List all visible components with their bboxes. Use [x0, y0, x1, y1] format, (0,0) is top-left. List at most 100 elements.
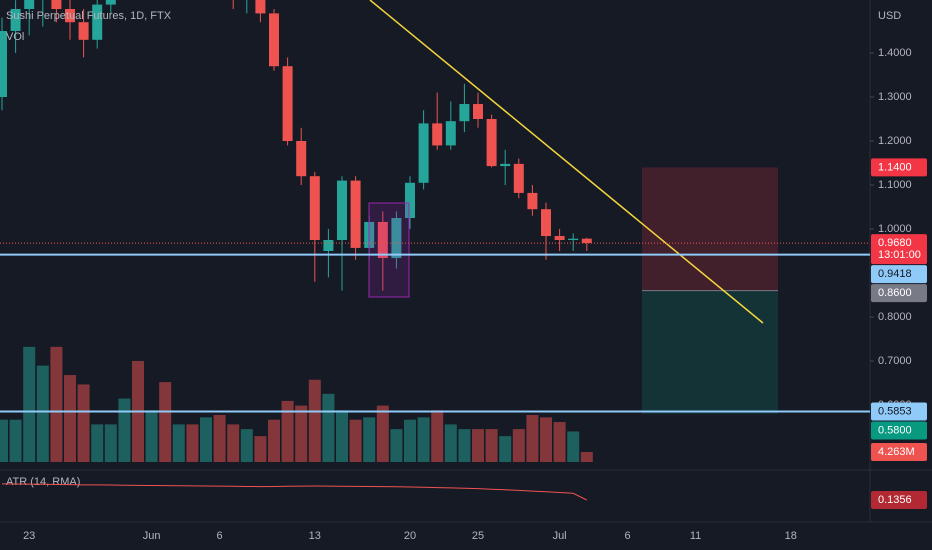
- volume-bar: [213, 415, 226, 462]
- volume-bar: [308, 379, 321, 462]
- volume-bar: [36, 365, 49, 462]
- volume-bar: [512, 429, 525, 462]
- candle-body: [445, 121, 456, 146]
- atr-label[interactable]: ATR (14, RMA): [6, 476, 80, 488]
- atr-tag: 0.1356: [878, 494, 912, 506]
- candle-body: [459, 104, 470, 122]
- price-tag: 0.5800: [878, 424, 912, 436]
- price-tick-label: 1.3000: [878, 91, 912, 103]
- time-label: Jul: [553, 530, 567, 542]
- volume-bar: [159, 382, 172, 462]
- currency: USD: [878, 10, 901, 22]
- trend-line[interactable]: [369, 0, 764, 324]
- candle-body: [323, 240, 334, 251]
- price-tag: 0.9680: [878, 237, 912, 249]
- volume-tag-bg: [871, 442, 927, 461]
- candle-body: [581, 238, 592, 244]
- price-tick-label: 1.4000: [878, 47, 912, 59]
- volume-bar: [268, 419, 280, 462]
- volume-bar: [499, 436, 512, 462]
- candle-body: [92, 4, 103, 40]
- price-tick-label: 1.2000: [878, 135, 912, 147]
- price-tag-bg: [871, 158, 927, 177]
- volume-bar: [567, 431, 580, 462]
- volume-bar: [376, 405, 389, 462]
- candle-body: [337, 180, 347, 240]
- volume-bar: [295, 405, 308, 462]
- volume-bar: [0, 419, 8, 462]
- candle-body: [296, 141, 307, 177]
- candle-body: [78, 22, 89, 40]
- candle-body: [500, 163, 511, 167]
- candle-body: [377, 221, 388, 259]
- atr-line: [1, 483, 588, 501]
- volume-bar: [580, 451, 593, 462]
- candle-body: [105, 0, 116, 5]
- price-tick-label: 1.1000: [878, 179, 912, 191]
- volume-bar: [9, 419, 22, 462]
- candle-body: [568, 238, 579, 240]
- time-label: 13: [309, 530, 321, 542]
- volume-bar: [390, 429, 403, 462]
- candle-body: [418, 123, 429, 183]
- countdown: 13:01:00: [878, 249, 921, 261]
- price-tag-bg: [871, 421, 927, 440]
- time-label: 6: [625, 530, 631, 542]
- candle-body: [391, 218, 402, 259]
- volume-bar: [349, 419, 362, 462]
- volume-bar: [526, 415, 539, 462]
- volume-bar: [458, 429, 471, 462]
- candle-body: [405, 182, 415, 218]
- time-label: 25: [472, 530, 484, 542]
- candle-body: [65, 9, 75, 23]
- time-label: 23: [23, 530, 35, 542]
- price-tag: 0.8600: [878, 287, 912, 299]
- candle-body: [350, 180, 361, 248]
- volume-bar: [200, 417, 212, 462]
- time-label: 20: [404, 530, 416, 542]
- candle-body: [473, 104, 483, 119]
- candle-body: [51, 0, 62, 9]
- candle-body: [255, 0, 266, 14]
- volume-tag: 4.263M: [878, 446, 915, 458]
- volume-bar: [23, 346, 36, 462]
- target-zone: [642, 290, 778, 414]
- volume-bar: [186, 424, 199, 462]
- volume-bar: [240, 429, 253, 462]
- candle-body: [432, 123, 443, 146]
- volume-bar: [444, 424, 457, 462]
- indicator-label[interactable]: VOl: [6, 31, 24, 43]
- symbol-title[interactable]: Sushi Perpetual Futures, 1D, FTX: [6, 10, 172, 22]
- price-tag: 0.9418: [878, 268, 912, 280]
- price-tag: 0.5853: [878, 405, 912, 417]
- candle-body: [269, 13, 279, 67]
- candle-body: [10, 9, 21, 31]
- volume-bar: [540, 417, 552, 462]
- volume-bar: [91, 424, 104, 462]
- volume-bar: [404, 419, 416, 462]
- candle-body: [513, 163, 524, 193]
- time-label: 6: [217, 530, 223, 542]
- volume-bar: [118, 398, 131, 462]
- atr-tag-bg: [871, 491, 927, 509]
- price-tag-bg: [871, 265, 927, 284]
- volume-bar: [227, 424, 240, 462]
- volume-bar: [281, 400, 294, 462]
- stop-zone: [642, 167, 778, 291]
- volume-bar: [172, 424, 185, 462]
- volume-bar: [145, 410, 158, 462]
- candle-body: [554, 236, 565, 240]
- volume-bar: [485, 429, 498, 462]
- candle-body: [541, 209, 551, 237]
- time-label: 11: [690, 530, 701, 542]
- volume-bar: [472, 429, 484, 462]
- highlight-box[interactable]: [368, 202, 410, 298]
- volume-bar: [254, 436, 267, 462]
- candle-body: [24, 0, 35, 9]
- price-tick-label: 1.0000: [878, 223, 912, 235]
- candle-body: [282, 66, 293, 141]
- volume-bar: [322, 393, 335, 462]
- volume-bar: [553, 422, 566, 462]
